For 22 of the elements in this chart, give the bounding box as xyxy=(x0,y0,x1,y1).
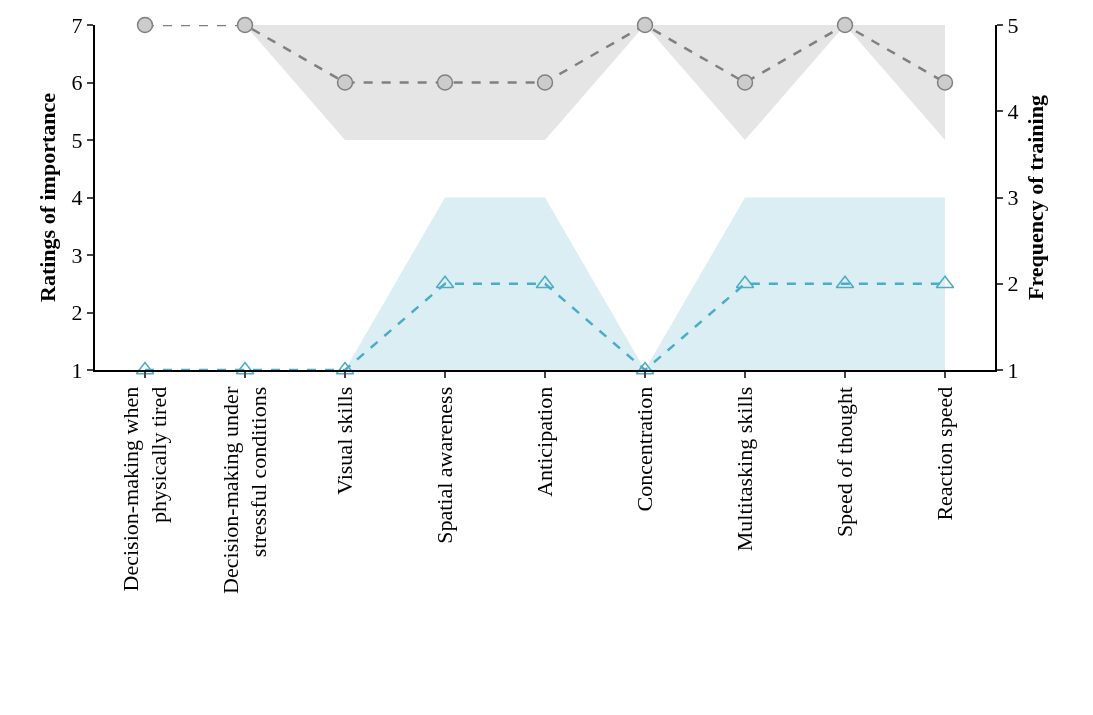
y-tick-label: 4 xyxy=(71,185,83,211)
x-tick-label: Anticipation xyxy=(532,386,558,497)
y-tick-label: 1 xyxy=(71,357,83,383)
x-tick-label: Decision-making when physically tired xyxy=(117,386,172,592)
x-tick-label: Concentration xyxy=(632,386,658,512)
y-tick-label: 3 xyxy=(71,242,83,268)
y2-tick-label: 1 xyxy=(1007,357,1019,383)
y-tick-label: 7 xyxy=(71,12,83,38)
x-tick-label: Visual skills xyxy=(332,386,358,495)
y2-tick-label: 4 xyxy=(1007,98,1019,124)
y2-tick-label: 2 xyxy=(1007,271,1019,297)
y-tick-label: 6 xyxy=(71,70,83,96)
x-tick-label: Reaction speed xyxy=(932,386,958,521)
y-axis-title: Ratings of importance xyxy=(34,92,60,302)
x-tick-label: Speed of thought xyxy=(832,386,858,538)
y2-axis-title: Frequency of training xyxy=(1022,95,1048,300)
y-tick-label: 2 xyxy=(71,300,83,326)
y2-tick-label: 3 xyxy=(1007,185,1019,211)
y-tick-label: 5 xyxy=(71,127,83,153)
x-tick-label: Multitasking skills xyxy=(732,386,758,552)
y2-tick-label: 5 xyxy=(1007,12,1019,38)
x-tick-label: Spatial awareness xyxy=(432,386,458,544)
